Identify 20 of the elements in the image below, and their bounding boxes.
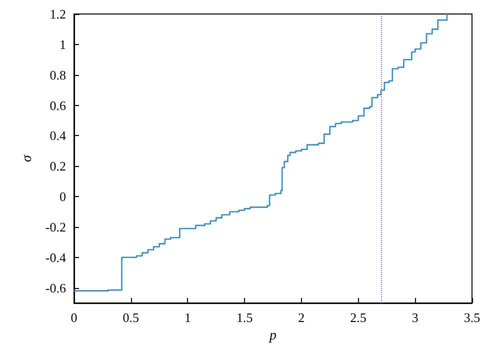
y-tick-label: 1.2 — [50, 6, 66, 22]
x-tick-label: 2 — [298, 310, 305, 325]
y-tick-label: 1 — [60, 36, 66, 52]
x-tick-label: 3 — [412, 310, 418, 325]
y-tick-label: 0.8 — [50, 67, 66, 82]
y-tick-label: -0.6 — [45, 280, 66, 296]
x-tick-label: 0.5 — [122, 310, 139, 325]
x-tick-label: 1.5 — [236, 310, 253, 325]
x-tick-label: 3.5 — [464, 310, 480, 325]
x-tick-label: 0 — [70, 310, 78, 325]
x-tick-label: 2.5 — [350, 310, 366, 325]
y-tick-label: -0.2 — [45, 219, 66, 234]
y-tick-label: -0.4 — [45, 250, 66, 265]
y-tick-label: 0.4 — [50, 128, 66, 144]
y-tick-label: 0.2 — [50, 158, 66, 174]
x-tick-label: 1 — [184, 310, 191, 325]
y-axis-title: σ — [20, 154, 36, 162]
x-axis-title: p — [268, 328, 276, 344]
y-tick-label: 0.6 — [50, 98, 66, 113]
y-tick-label: 0 — [60, 189, 66, 204]
